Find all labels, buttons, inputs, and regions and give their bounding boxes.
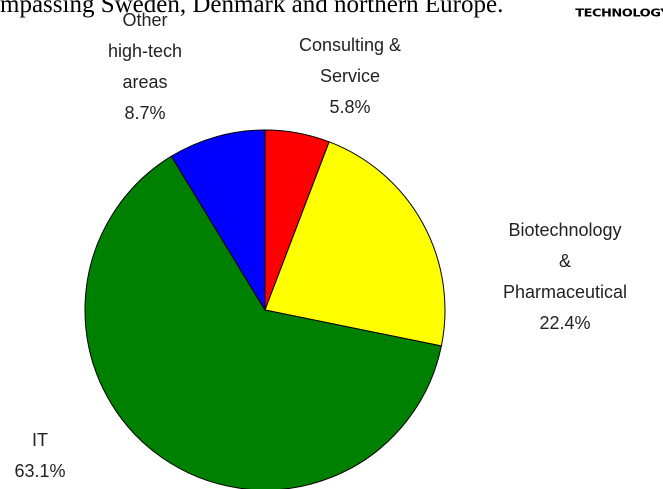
pie-slice <box>84 155 442 489</box>
pie-slice <box>170 129 266 312</box>
value-label: 8.7% <box>124 103 166 123</box>
slice-label: Biotechnology & Pharmaceutical 22.4% <box>503 215 627 339</box>
value-label: 63.1% <box>14 461 66 481</box>
pie-slice <box>264 141 446 347</box>
category-label: Biotechnology & Pharmaceutical <box>502 220 628 302</box>
value-label: 22.4% <box>539 313 591 333</box>
logo: TECHNOLOGY <box>575 7 663 20</box>
slice-label: IT 63.1% <box>14 425 65 487</box>
caption: mpassing Sweden, Denmark and northern Eu… <box>0 0 504 18</box>
value-label: 5.8% <box>329 97 371 117</box>
category-label: Other high-tech areas <box>107 10 183 92</box>
category-label: Consulting & Service <box>298 35 402 86</box>
slice-label: Other high-tech areas 8.7% <box>108 5 182 129</box>
category-label: IT <box>31 430 48 450</box>
slice-label: Consulting & Service 5.8% <box>299 30 401 123</box>
